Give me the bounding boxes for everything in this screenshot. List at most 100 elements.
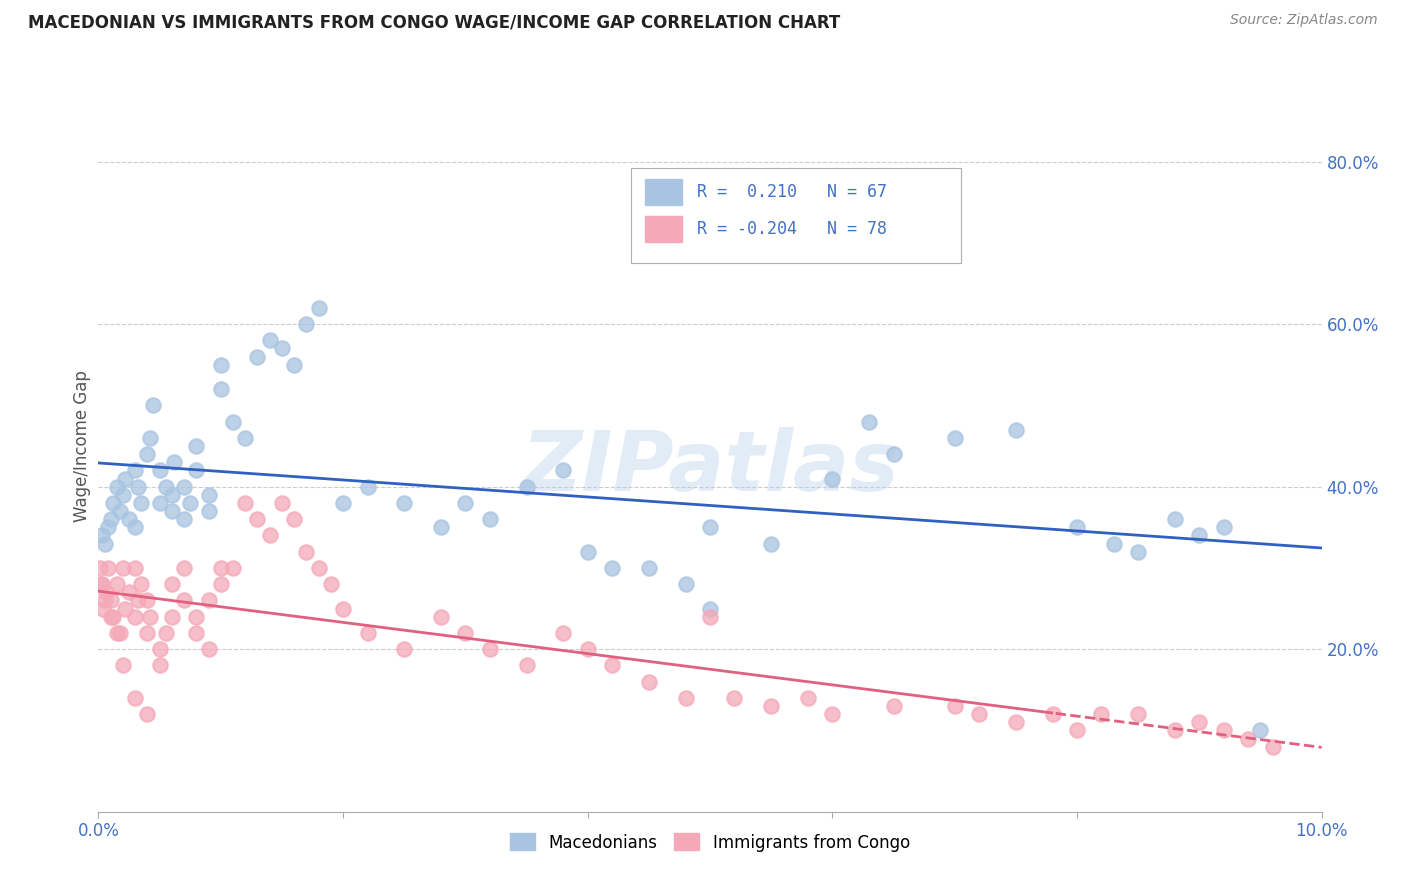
Point [173,512,195,526]
Point [97,520,120,534]
Point [124,463,146,477]
Point [93,593,115,607]
Point [100,512,122,526]
Point [163,455,186,469]
Point [149,496,172,510]
Point [110,626,132,640]
Point [1042,707,1064,722]
Point [1164,723,1187,738]
Point [392,642,416,657]
Point [319,577,342,591]
Point [124,690,146,705]
Point [270,342,292,356]
Point [97,561,120,575]
Point [160,504,183,518]
Point [209,358,232,372]
Point [1261,739,1284,754]
Point [1004,423,1026,437]
Point [576,544,599,558]
Point [197,488,219,502]
Point [454,496,477,510]
Point [100,593,122,607]
Y-axis label: Wage/Income Gap: Wage/Income Gap [73,370,91,522]
Point [136,707,159,722]
Point [759,536,782,550]
Point [124,609,146,624]
Point [233,496,256,510]
Point [209,382,232,396]
Point [93,536,115,550]
Point [155,480,177,494]
Point [124,520,146,534]
Point [246,350,269,364]
Point [1212,520,1234,534]
Point [283,512,305,526]
Point [110,504,132,518]
Point [197,504,219,518]
Point [246,512,269,526]
Point [356,626,378,640]
Point [1237,731,1260,746]
Point [209,577,232,591]
Point [295,544,318,558]
Text: R = -0.204   N = 78: R = -0.204 N = 78 [696,219,887,238]
Point [356,480,378,494]
Point [233,431,256,445]
Point [91,528,114,542]
Point [197,642,219,657]
Point [283,358,305,372]
Point [699,609,721,624]
Point [136,626,159,640]
Point [553,463,575,477]
Point [259,334,281,348]
Point [430,609,453,624]
Point [759,699,782,714]
Point [91,577,114,591]
Point [118,585,141,599]
Point [430,520,453,534]
Point [943,431,966,445]
Point [101,609,124,624]
Text: R =  0.210   N = 67: R = 0.210 N = 67 [696,183,887,202]
Point [1066,520,1088,534]
Point [160,577,183,591]
Point [105,626,128,640]
Point [129,577,152,591]
Point [160,488,183,502]
Point [1188,528,1211,542]
Point [675,690,697,705]
Point [943,699,966,714]
FancyBboxPatch shape [630,168,960,263]
Point [111,658,134,673]
Point [155,626,177,640]
Point [332,601,354,615]
Point [136,593,159,607]
Point [142,398,165,412]
Point [222,415,245,429]
Point [270,496,292,510]
Point [173,480,195,494]
FancyBboxPatch shape [645,216,682,242]
Point [1090,707,1112,722]
Point [114,471,136,485]
Point [858,415,880,429]
Point [723,690,745,705]
Point [197,593,219,607]
Point [129,496,152,510]
Legend: Macedonians, Immigrants from Congo: Macedonians, Immigrants from Congo [503,827,917,858]
Point [259,528,281,542]
Point [1212,723,1234,738]
Point [1164,512,1187,526]
Point [600,658,623,673]
Point [332,496,354,510]
Point [821,471,844,485]
Point [883,447,905,461]
Point [516,658,538,673]
Point [967,707,990,722]
Point [454,626,477,640]
Point [111,561,134,575]
Point [600,561,623,575]
Point [139,609,162,624]
Point [127,480,149,494]
Text: ZIPatlas: ZIPatlas [522,427,898,508]
